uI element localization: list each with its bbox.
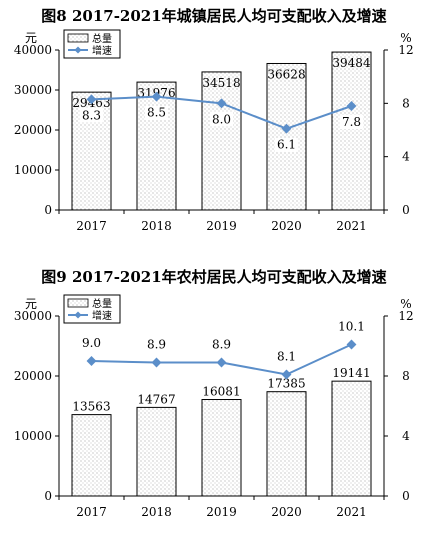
growth-point xyxy=(151,91,162,102)
x-tick-label: 2018 xyxy=(141,505,172,519)
left-tick-label: 10000 xyxy=(14,429,52,443)
growth-label-bg xyxy=(79,108,104,123)
growth-value-label: 8.9 xyxy=(147,338,166,352)
growth-value-label: 8.5 xyxy=(147,106,166,120)
growth-point xyxy=(216,357,227,368)
x-tick-label: 2021 xyxy=(336,505,367,519)
growth-value-label: 6.1 xyxy=(277,138,296,152)
left-unit-label: 元 xyxy=(25,297,37,311)
right-tick-label: 12 xyxy=(398,43,413,57)
bar xyxy=(266,391,307,497)
right-unit-label: % xyxy=(400,297,411,311)
right-unit-label: % xyxy=(400,31,411,45)
bar-value-label: 17385 xyxy=(267,377,305,391)
growth-point xyxy=(86,356,97,366)
growth-point xyxy=(216,98,227,109)
left-tick-label: 20000 xyxy=(14,123,52,137)
bar-value-label: 39484 xyxy=(332,56,371,70)
left-tick-label: 30000 xyxy=(14,309,52,323)
left-tick-label: 0 xyxy=(44,489,52,503)
right-tick-label: 4 xyxy=(402,150,410,164)
legend-bar-swatch xyxy=(67,298,89,308)
growth-point xyxy=(346,339,357,350)
bar-value-label: 13563 xyxy=(72,400,110,414)
growth-value-label: 9.0 xyxy=(82,336,101,350)
x-tick-label: 2018 xyxy=(141,219,172,233)
left-tick-label: 10000 xyxy=(14,163,52,177)
bar xyxy=(71,414,112,497)
legend-line-label: 增速 xyxy=(92,44,112,57)
right-tick-label: 8 xyxy=(402,96,410,110)
bar xyxy=(136,81,177,211)
growth-value-label: 8.1 xyxy=(277,350,296,364)
growth-value-label: 8.0 xyxy=(212,112,231,126)
growth-label-bg xyxy=(209,112,234,127)
growth-label-bg xyxy=(144,105,169,120)
bar xyxy=(331,380,372,497)
bar-value-label: 36628 xyxy=(267,67,305,81)
left-tick-label: 0 xyxy=(44,203,52,217)
bar xyxy=(201,399,242,497)
growth-point xyxy=(151,357,162,368)
right-tick-label: 0 xyxy=(402,203,410,217)
left-tick-label: 40000 xyxy=(14,43,52,57)
urban-income-chart: 01000020000300004000004812元%294633197634… xyxy=(14,29,414,233)
growth-label-bg xyxy=(274,137,299,152)
legend-line-label: 增速 xyxy=(92,309,112,322)
bar-value-label: 19141 xyxy=(332,366,370,380)
growth-value-label: 8.9 xyxy=(212,338,231,352)
legend-line-marker xyxy=(74,311,82,319)
right-tick-label: 8 xyxy=(402,369,410,383)
bar xyxy=(136,406,177,497)
bar xyxy=(331,51,372,211)
growth-value-label: 7.8 xyxy=(342,115,361,129)
x-tick-label: 2017 xyxy=(76,219,107,233)
legend-bar-swatch xyxy=(67,33,89,43)
growth-value-label: 10.1 xyxy=(338,320,365,334)
left-unit-label: 元 xyxy=(25,31,37,45)
bar-value-label: 34518 xyxy=(202,76,240,90)
x-tick-label: 2020 xyxy=(271,219,302,233)
bar-value-label: 16081 xyxy=(202,385,240,399)
right-tick-label: 0 xyxy=(402,489,410,503)
x-tick-label: 2019 xyxy=(206,505,237,519)
right-tick-label: 4 xyxy=(402,429,410,443)
bar xyxy=(266,62,307,211)
x-tick-label: 2019 xyxy=(206,219,237,233)
left-tick-label: 20000 xyxy=(14,369,52,383)
growth-point xyxy=(281,369,292,380)
x-tick-label: 2021 xyxy=(336,219,367,233)
x-tick-label: 2017 xyxy=(76,505,107,519)
bar xyxy=(201,71,242,211)
legend-bar-label: 总量 xyxy=(92,32,112,45)
growth-point xyxy=(86,94,97,105)
chart-title: 图8 2017-2021年城镇居民人均可支配收入及增速 xyxy=(41,7,387,25)
left-tick-label: 30000 xyxy=(14,83,52,97)
growth-label-bg xyxy=(339,115,364,129)
chart-title: 图9 2017-2021年农村居民人均可支配收入及增速 xyxy=(41,268,387,286)
x-tick-label: 2020 xyxy=(271,505,302,519)
legend-bar-label: 总量 xyxy=(92,297,112,310)
bar-value-label: 14767 xyxy=(137,392,175,406)
growth-point xyxy=(281,123,292,134)
growth-value-label: 8.3 xyxy=(82,108,101,122)
right-tick-label: 12 xyxy=(398,309,413,323)
